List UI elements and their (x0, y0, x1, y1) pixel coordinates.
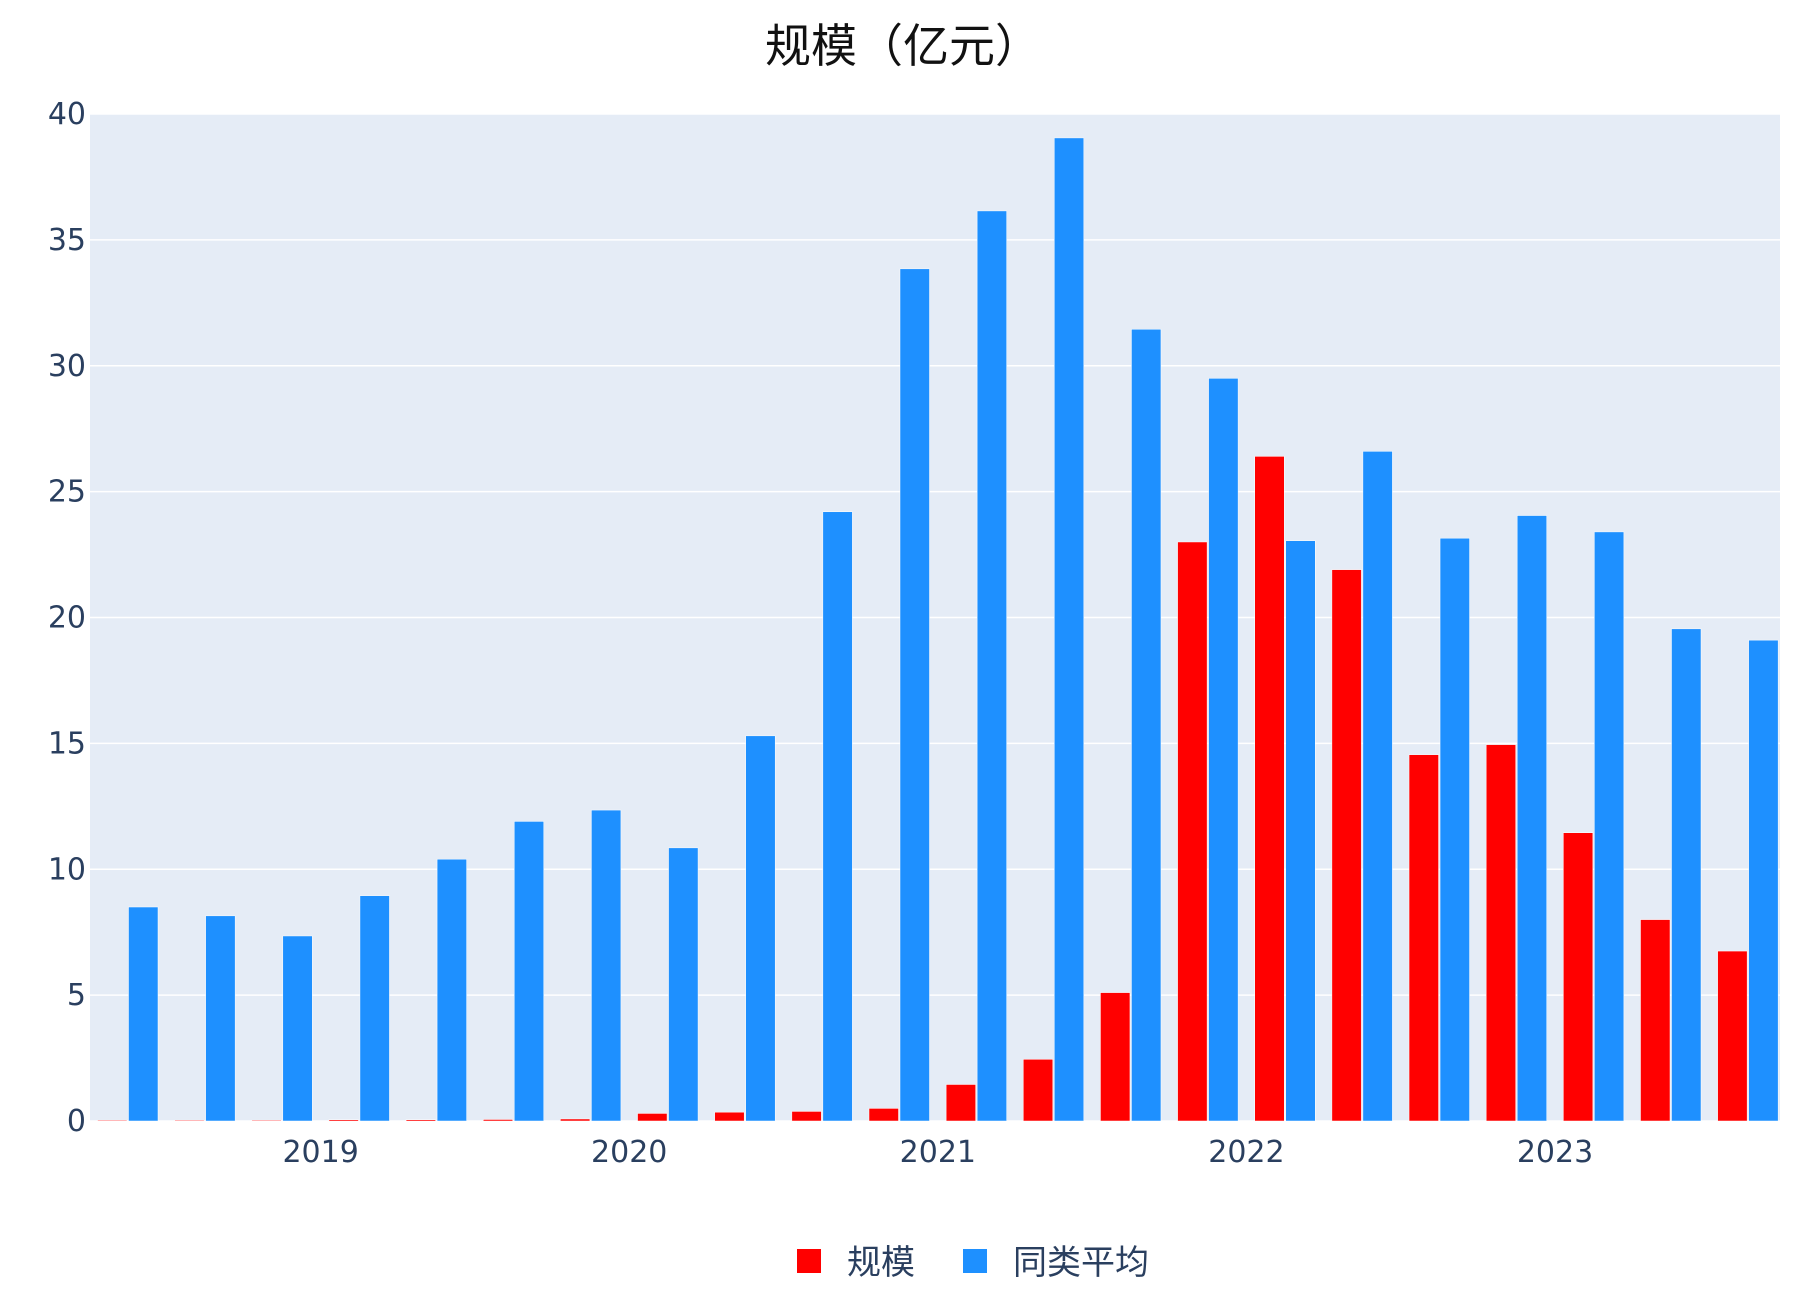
y-tick-label: 0 (67, 1104, 86, 1139)
bar-scale-2019Q1 (97, 1119, 128, 1122)
bar-scale-2023Q2 (1408, 754, 1439, 1122)
bar-peer-avg-2019Q3 (282, 935, 313, 1122)
bar-scale-2024Q2 (1717, 950, 1748, 1122)
bar-peer-avg-2021Q2 (822, 511, 853, 1122)
bar-peer-avg-2020Q3 (591, 809, 622, 1122)
bar-peer-avg-2023Q2 (1439, 537, 1470, 1122)
bar-peer-avg-2022Q1 (1054, 137, 1085, 1122)
bar-scale-2024Q1 (1640, 919, 1671, 1122)
bar-peer-avg-2022Q4 (1285, 540, 1316, 1122)
bar-scale-2022Q2 (1100, 992, 1131, 1122)
bar-scale-2022Q3 (1177, 541, 1208, 1122)
bar-scale-2023Q3 (1485, 744, 1516, 1122)
x-axis: 2019 2020 2021 2022 2023 (282, 1135, 1593, 1170)
y-tick-label: 5 (67, 978, 86, 1013)
bar-scale-2023Q1 (1331, 569, 1362, 1122)
bar-peer-avg-2024Q1 (1671, 628, 1702, 1122)
y-tick-label: 20 (48, 601, 86, 636)
y-tick-label: 30 (48, 349, 86, 384)
bar-peer-avg-2021Q4 (976, 210, 1007, 1122)
bars (97, 137, 1779, 1122)
legend: 规模 同类平均 (797, 1243, 1149, 1283)
legend-swatch-peer-avg (963, 1249, 987, 1273)
bar-peer-avg-2019Q4 (359, 895, 390, 1122)
bar-peer-avg-2019Q1 (128, 906, 159, 1122)
x-tick-label: 2021 (900, 1135, 976, 1170)
bar-scale-2019Q3 (251, 1119, 282, 1122)
y-axis: 0 5 10 15 20 25 30 35 40 (48, 97, 86, 1139)
legend-label-scale: 规模 (847, 1243, 915, 1283)
bar-peer-avg-2024Q2 (1748, 639, 1779, 1122)
y-tick-label: 15 (48, 726, 86, 761)
y-tick-label: 40 (48, 97, 86, 132)
bar-peer-avg-2019Q2 (205, 915, 236, 1122)
bar-scale-2021Q4 (945, 1084, 976, 1122)
bar-peer-avg-2022Q3 (1208, 378, 1239, 1122)
bar-peer-avg-2020Q2 (514, 821, 544, 1122)
bar-peer-avg-2020Q4 (668, 847, 699, 1122)
bar-peer-avg-2022Q2 (1131, 328, 1162, 1122)
x-tick-label: 2020 (591, 1135, 667, 1170)
bar-scale-2021Q1 (714, 1111, 745, 1122)
bar-scale-2020Q1 (405, 1119, 436, 1122)
bar-scale-2020Q3 (560, 1118, 591, 1122)
x-tick-label: 2023 (1517, 1135, 1593, 1170)
legend-label-peer-avg: 同类平均 (1013, 1243, 1149, 1283)
bar-peer-avg-2023Q4 (1594, 531, 1625, 1122)
chart-title: 规模（亿元） (765, 19, 1041, 73)
bar-scale-2023Q4 (1563, 832, 1594, 1122)
bar-peer-avg-2021Q1 (745, 735, 776, 1122)
bar-scale-2019Q4 (328, 1119, 359, 1122)
y-tick-label: 25 (48, 475, 86, 510)
bar-scale-2022Q1 (1023, 1059, 1054, 1122)
bar-scale-2020Q2 (483, 1119, 513, 1122)
bar-scale-2019Q2 (174, 1119, 205, 1122)
y-tick-label: 10 (48, 852, 86, 887)
x-tick-label: 2022 (1208, 1135, 1284, 1170)
bar-peer-avg-2021Q3 (899, 268, 930, 1122)
bar-scale-2022Q4 (1254, 456, 1285, 1122)
bar-scale-2021Q2 (791, 1111, 822, 1122)
legend-swatch-scale (797, 1249, 821, 1273)
x-tick-label: 2019 (282, 1135, 358, 1170)
bar-peer-avg-2023Q1 (1362, 451, 1393, 1122)
bar-scale-2020Q4 (637, 1113, 668, 1122)
bar-peer-avg-2020Q1 (436, 858, 467, 1122)
bar-scale-2021Q3 (868, 1108, 899, 1122)
y-tick-label: 35 (48, 223, 86, 258)
bar-peer-avg-2023Q3 (1516, 515, 1547, 1122)
